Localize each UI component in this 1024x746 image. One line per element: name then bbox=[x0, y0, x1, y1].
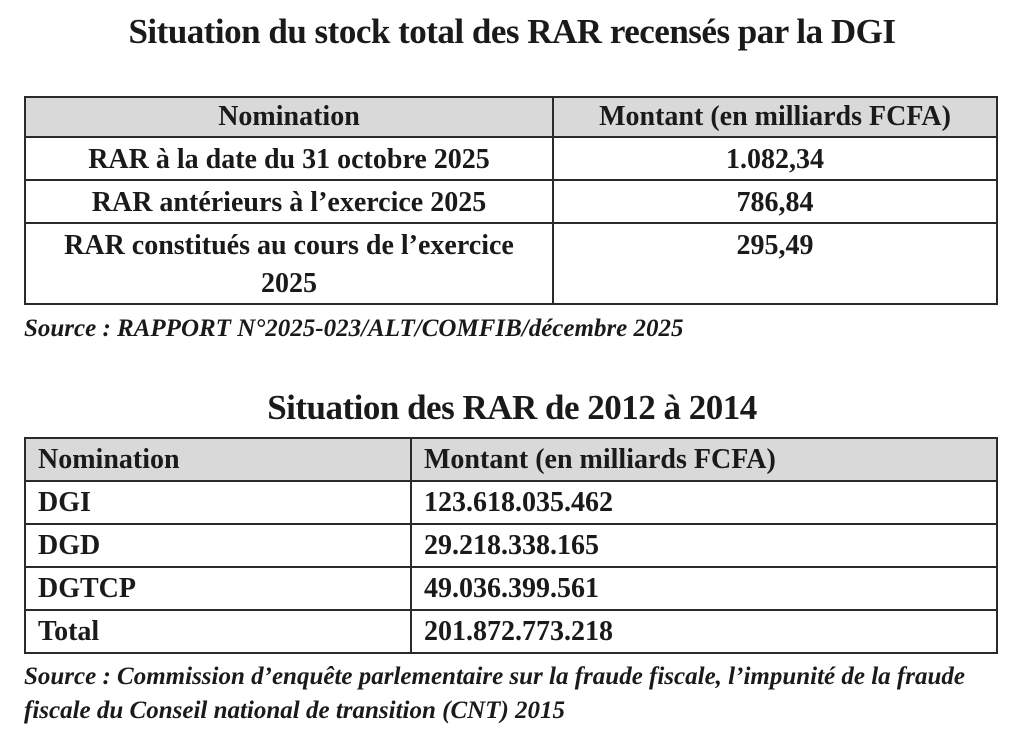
header-cell: Nomination bbox=[24, 96, 554, 138]
header-row: Nomination Montant (en milliards FCFA) bbox=[24, 96, 998, 138]
table-cell: DGTCP bbox=[24, 566, 412, 611]
table-cell: 295,49 bbox=[552, 222, 998, 305]
table-cell: 786,84 bbox=[552, 179, 998, 224]
table-cell: 29.218.338.165 bbox=[410, 523, 998, 568]
source: Source : Commission d’enquête parlementa… bbox=[24, 663, 965, 724]
table: Nomination Montant (en milliards FCFA) DGI… bbox=[24, 437, 998, 654]
table-row: Total 201.872.773.218 bbox=[24, 609, 998, 654]
table-row: DGI 123.618.035.462 bbox=[24, 480, 998, 525]
table-cell: RAR à la date du 31 octobre 2025 bbox=[24, 136, 554, 181]
title: Situation des RAR de 2012 à 2014 bbox=[267, 388, 757, 427]
table-cell: DGD bbox=[24, 523, 412, 568]
table-cell: 201.872.773.218 bbox=[410, 609, 998, 654]
table-row: RAR constitués au cours de l’exercice 20… bbox=[24, 222, 998, 305]
table-cell: 1.082,34 bbox=[552, 136, 998, 181]
table-cell: RAR constitués au cours de l’exercice 20… bbox=[24, 222, 554, 305]
source: Source : RAPPORT N°2025-023/ALT/COMFIB/d… bbox=[24, 315, 684, 342]
header-row: Nomination Montant (en milliards FCFA) bbox=[24, 437, 998, 482]
header-cell: Montant (en milliards FCFA) bbox=[552, 96, 998, 138]
table: Nomination Montant (en milliards FCFA) RAR… bbox=[24, 96, 998, 305]
table-row: DGTCP 49.036.399.561 bbox=[24, 566, 998, 611]
title: Situation du stock total des RAR recensé… bbox=[128, 12, 896, 51]
table-cell: DGI bbox=[24, 480, 412, 525]
table-row: RAR à la date du 31 octobre 2025 1.082,34 bbox=[24, 136, 998, 181]
table-row: RAR antérieurs à l’exercice 2025 786,84 bbox=[24, 179, 998, 224]
header-cell: Nomination bbox=[24, 437, 412, 482]
header-cell: Montant (en milliards FCFA) bbox=[410, 437, 998, 482]
table-cell: Total bbox=[24, 609, 412, 654]
table-cell: 123.618.035.462 bbox=[410, 480, 998, 525]
table-row: DGD 29.218.338.165 bbox=[24, 523, 998, 568]
table-cell: 49.036.399.561 bbox=[410, 566, 998, 611]
table-cell: RAR antérieurs à l’exercice 2025 bbox=[24, 179, 554, 224]
